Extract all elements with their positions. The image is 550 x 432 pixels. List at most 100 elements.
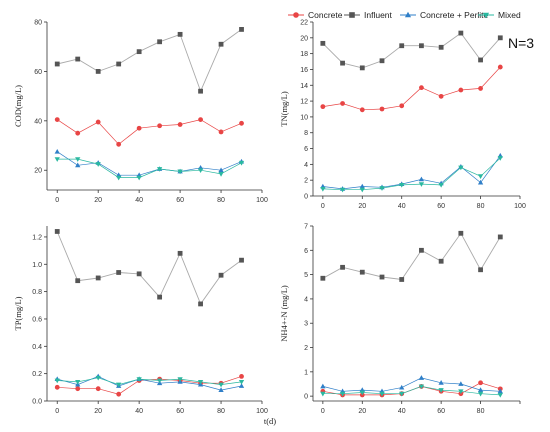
legend-label: Influent [364,10,393,20]
data-point [136,271,142,277]
data-point [116,270,122,275]
data-point [438,183,444,188]
data-point [75,162,81,168]
y-tick-label: 2 [304,345,308,352]
data-point [75,130,81,136]
data-point [497,393,503,398]
data-point [239,257,244,263]
data-point [379,274,385,280]
data-point [116,175,122,181]
data-point [340,101,345,106]
data-point [478,267,483,273]
y-tick-label: 0 [304,394,308,401]
series-line [322,386,501,396]
y-tick-label: 0.0 [32,399,42,406]
series-line [57,376,242,395]
series-influent [320,30,503,71]
data-point [197,168,204,173]
series-concrete-perlite [320,375,503,394]
series-line [322,155,501,190]
data-point [458,87,464,93]
data-point [157,39,163,45]
data-point [239,27,244,32]
y-tick-label: 80 [34,20,42,27]
data-point [54,117,60,122]
series-line [57,158,242,178]
data-point [339,391,346,397]
y-tick-label: 6 [304,248,308,255]
data-point [157,294,163,300]
legend-item-concrete: Concrete [288,10,343,20]
y-tick-label: 8 [304,130,308,137]
data-point [320,186,326,192]
y-tick-label: 0 [304,194,308,201]
data-point [75,278,81,284]
data-point [198,301,203,307]
data-point [458,230,464,236]
y-axis-label: TP(mg/L) [13,296,23,330]
data-point [379,186,385,191]
data-point [359,107,365,113]
data-point [218,382,224,388]
data-point [339,187,346,193]
data-point [359,183,365,189]
y-tick-label: 10 [300,114,308,121]
data-point [238,383,245,388]
x-tick-label: 80 [477,408,485,415]
sample-size-note: N=3 [508,35,534,51]
x-tick-label: 40 [398,203,406,210]
y-tick-label: 16 [300,67,308,74]
data-point [198,88,203,94]
x-tick-label: 0 [321,408,325,415]
data-point [54,378,60,384]
data-point [458,165,464,171]
data-point [218,387,224,392]
shared-x-axis-label: t(d) [264,416,276,426]
data-point [95,386,101,392]
y-tick-label: 40 [34,118,42,125]
y-tick-label: 12 [300,99,308,106]
data-point [438,44,444,50]
data-point [419,43,424,49]
data-point [218,129,224,135]
data-point [477,391,484,397]
data-point [478,380,483,386]
series-mixed [54,375,245,388]
data-point [136,377,142,382]
series-line [57,29,242,93]
y-tick-label: 7 [304,224,308,231]
data-point [75,386,81,392]
legend-marker [482,12,490,19]
data-point [379,106,385,112]
data-point [197,379,204,385]
x-tick-label: 20 [358,408,366,415]
data-point [438,380,444,385]
data-point [198,117,203,122]
data-point [458,30,464,36]
data-point [418,384,425,390]
y-tick-label: 0.8 [32,289,42,296]
y-tick-label: 0.2 [32,371,42,378]
data-point [116,382,122,388]
series-mixed [320,156,503,193]
y-tick-label: 20 [300,35,308,42]
data-point [418,375,425,380]
series-line [322,157,501,191]
data-point [340,264,345,270]
y-axis-label: COD(mg/L) [13,85,23,127]
data-point [177,31,183,37]
data-point [399,183,405,188]
data-point [54,148,60,154]
series-line [57,376,242,391]
data-point [95,69,101,74]
data-point [359,65,365,71]
data-point [320,104,326,110]
data-point [116,141,122,147]
data-point [177,250,183,256]
data-point [75,56,81,62]
data-point [156,167,163,172]
y-tick-label: 1.0 [32,262,42,269]
data-point [477,174,484,179]
